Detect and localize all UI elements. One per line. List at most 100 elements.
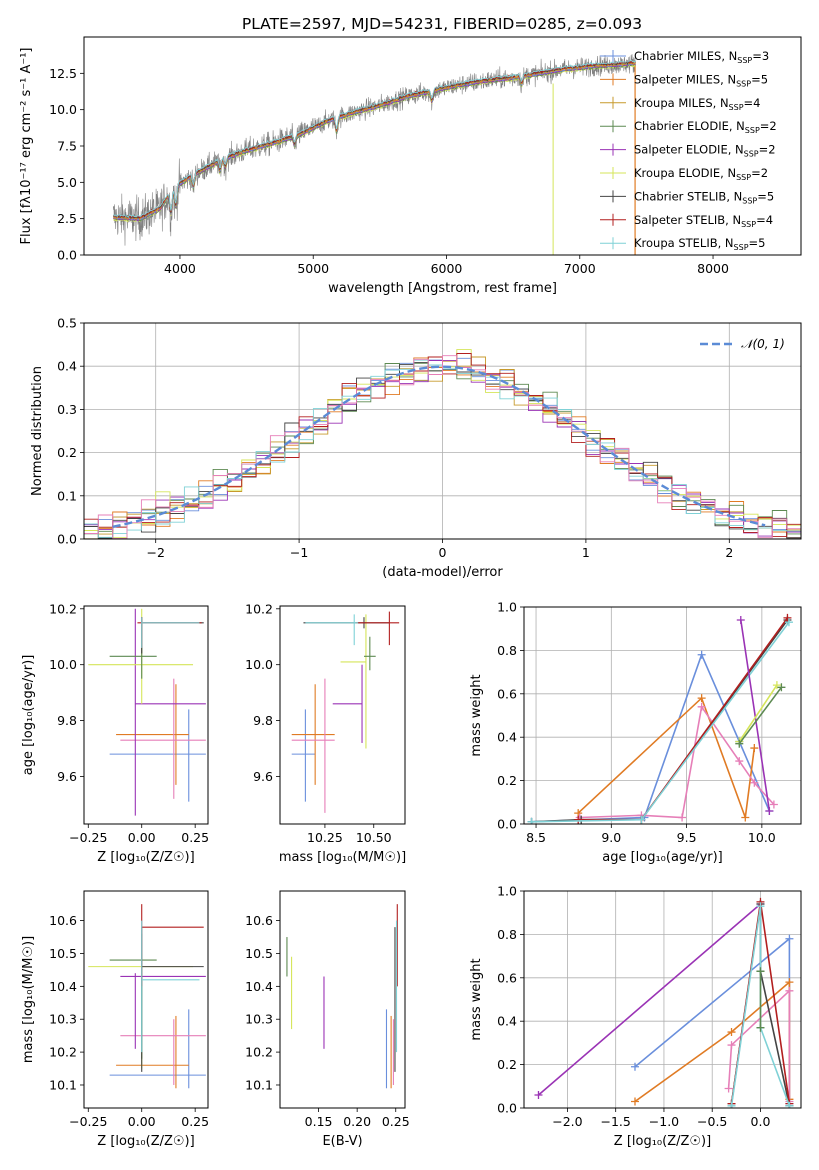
weight-line	[537, 903, 762, 1096]
y-tick-label: 1.0	[497, 600, 517, 615]
x-tick-label: 0.0	[751, 1114, 771, 1129]
axes-frame	[83, 605, 209, 825]
y-tick-label: 0.6	[497, 686, 517, 701]
x-tick-label: 0.25	[181, 1114, 209, 1129]
age-Z-plot	[88, 608, 206, 816]
y-tick-label: 10.3	[245, 1012, 273, 1027]
legend-label: Salpeter ELODIE, NSSP=2	[634, 143, 776, 159]
weight-marker	[678, 813, 687, 822]
x-tick-label: 8.5	[526, 830, 546, 845]
y-tick-label: 1.0	[497, 884, 517, 899]
x-tick-label: 1	[582, 545, 590, 560]
y-tick-label: 0.4	[57, 359, 77, 374]
observed-spectrum	[113, 54, 636, 246]
y-tick-label: 10.6	[245, 913, 273, 928]
y-tick-label: 9.6	[57, 769, 77, 784]
residuals-axes: −2 −1 0 1 2 0.0 0.1 0.2 0.3 0.4 0.5 (data-model)/er…	[30, 316, 802, 580]
legend-label: 𝒩(0, 1)	[741, 337, 785, 351]
y-axis-label: Normed distribution	[30, 366, 45, 496]
y-tick-label: 10.4	[245, 979, 273, 994]
x-tick-label: 0	[439, 545, 447, 560]
y-tick-label: 0.2	[497, 1057, 517, 1072]
weight-age-axes: 8.5 9.0 9.5 10.0 0.0 0.2 0.4 0.6 0.8 1.0 age [log₁…	[469, 600, 802, 865]
weight-marker	[785, 986, 794, 995]
age-mass-plot	[291, 611, 400, 813]
y-tick-label: 10.2	[245, 601, 273, 616]
weight-marker	[727, 1101, 736, 1108]
figure-title: PLATE=2597, MJD=54231, FIBERID=0285, z=0…	[242, 15, 642, 33]
axes-frame	[83, 36, 802, 256]
legend-label: Salpeter STELIB, NSSP=4	[634, 213, 773, 229]
y-tick-label: 5.0	[57, 175, 77, 190]
y-axis-label: mass weight	[469, 958, 484, 1040]
x-axis-label: mass [log₁₀(M/M☉)]	[279, 850, 406, 865]
weight-marker	[574, 815, 583, 824]
weight-marker	[697, 694, 706, 703]
weight-line	[738, 686, 783, 745]
weight-marker	[735, 757, 744, 766]
x-tick-label: 10.50	[356, 830, 392, 845]
axes-frame	[523, 606, 802, 825]
x-tick-label: 8000	[697, 261, 729, 276]
weight-marker	[736, 616, 745, 625]
residuals-plot	[84, 349, 801, 539]
normal-curve	[112, 365, 766, 528]
y-tick-label: 10.0	[245, 657, 273, 672]
weight-line	[531, 652, 771, 823]
x-tick-label: 4000	[164, 261, 196, 276]
y-tick-label: 0.0	[497, 817, 517, 832]
weight-line	[730, 906, 791, 1107]
y-tick-label: 10.4	[49, 979, 77, 994]
x-tick-label: 9.5	[677, 830, 697, 845]
y-tick-label: 9.8	[253, 713, 273, 728]
y-tick-label: 10.5	[245, 946, 273, 961]
legend-label: Chabrier STELIB, NSSP=5	[634, 189, 774, 205]
x-axis-label: E(B-V)	[322, 1134, 362, 1149]
y-tick-label: 0.8	[497, 643, 517, 658]
x-tick-label: 9.0	[601, 830, 621, 845]
weight-marker	[785, 934, 794, 943]
model-salpeter-stelib	[113, 60, 636, 219]
y-tick-label: 0.4	[497, 1014, 517, 1029]
y-tick-label: 7.5	[57, 139, 77, 154]
y-tick-label: 10.0	[49, 657, 77, 672]
y-tick-label: 10.1	[245, 1077, 273, 1092]
x-tick-label: 10.0	[748, 830, 776, 845]
x-axis-label: Z [log₁₀(Z/Z☉)]	[97, 1134, 194, 1149]
y-tick-label: 0.3	[57, 402, 77, 417]
histogram-pink	[84, 355, 801, 539]
y-tick-label: 9.6	[253, 769, 273, 784]
mass-Z-plot	[88, 904, 206, 1089]
weight-line	[531, 621, 790, 823]
weight-marker	[784, 618, 793, 627]
weight-marker	[756, 967, 765, 976]
x-tick-label: 5000	[297, 261, 329, 276]
weight-marker	[783, 613, 792, 622]
y-tick-label: 10.3	[49, 1012, 77, 1027]
weight-marker	[735, 739, 744, 748]
weight-marker	[765, 806, 774, 815]
x-tick-label: 0.00	[128, 830, 156, 845]
model-kroupa-miles	[112, 61, 636, 220]
weight-marker	[534, 1090, 543, 1099]
axes-frame	[523, 890, 802, 1109]
x-tick-label: −0.25	[69, 830, 107, 845]
y-tick-label: 10.2	[245, 1045, 273, 1060]
x-tick-label: 0.20	[343, 1114, 371, 1129]
x-tick-label: −1	[290, 545, 308, 560]
y-tick-label: 0.2	[57, 445, 77, 460]
weight-marker	[777, 683, 786, 692]
x-tick-label: −1.0	[649, 1114, 679, 1129]
weight-marker	[750, 778, 759, 787]
weight-marker	[772, 681, 781, 690]
y-tick-label: 0.1	[57, 488, 77, 503]
y-tick-label: 0.0	[57, 248, 77, 263]
x-tick-label: 2	[725, 545, 733, 560]
y-tick-label: 10.1	[49, 1077, 77, 1092]
model-chabrier-stelib	[113, 60, 636, 219]
weight-marker	[697, 702, 706, 711]
axes-frame	[279, 605, 406, 825]
weight-marker	[527, 817, 536, 824]
weight-line	[738, 684, 778, 742]
y-tick-label: 12.5	[49, 66, 77, 81]
